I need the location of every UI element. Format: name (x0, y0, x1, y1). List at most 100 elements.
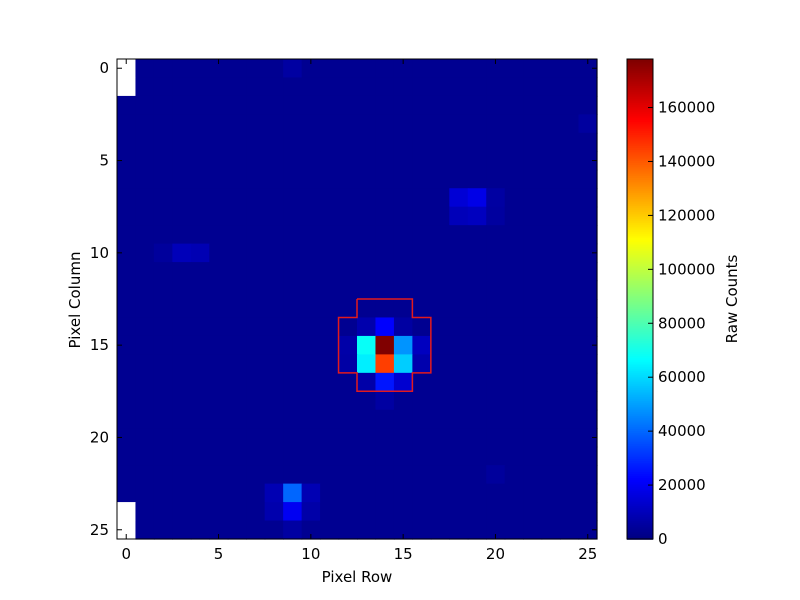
colorbar-segment (627, 111, 653, 115)
heatmap-cell (560, 502, 580, 522)
heatmap-cell (301, 77, 321, 97)
aperture-line (337, 298, 432, 393)
colorbar-segment (627, 201, 653, 205)
heatmap-cell (301, 225, 321, 245)
colorbar-segment (627, 494, 653, 497)
heatmap-cell (246, 502, 266, 522)
x-tick-label: 15 (394, 545, 413, 563)
colorbar-segment (627, 396, 653, 400)
colorbar-segment (627, 218, 653, 222)
heatmap-cell (578, 243, 598, 263)
heatmap-cell (523, 114, 543, 134)
colorbar-segment (627, 156, 653, 160)
heatmap-cell (338, 502, 358, 522)
heatmap-cell (393, 483, 413, 503)
colorbar-segment (627, 527, 653, 531)
heatmap-cell (541, 354, 561, 374)
colorbar-segment (627, 349, 653, 353)
heatmap-cell (172, 59, 192, 79)
heatmap-cell (541, 280, 561, 300)
heatmap-cell (264, 169, 284, 189)
colorbar-segment (627, 443, 653, 447)
heatmap-cell (172, 206, 192, 226)
colorbar-segment (627, 98, 653, 102)
heatmap-cell (486, 151, 506, 171)
heatmap-cell (227, 446, 247, 466)
heatmap-cell (301, 243, 321, 263)
colorbar-segment (627, 360, 653, 364)
heatmap-cell (578, 59, 598, 79)
heatmap-cell (393, 206, 413, 226)
heatmap-cell (246, 409, 266, 429)
colorbar-segment (627, 338, 653, 342)
colorbar-segment (627, 280, 653, 283)
heatmap-cell (153, 95, 173, 115)
heatmap-cell (541, 77, 561, 97)
heatmap-cell (578, 95, 598, 115)
colorbar-segment (627, 117, 653, 120)
heatmap-cell (357, 317, 377, 337)
heatmap-cell (264, 280, 284, 300)
heatmap-cell (190, 95, 210, 115)
heatmap-cell (264, 335, 284, 355)
heatmap-cell (338, 77, 358, 97)
heatmap-cell (449, 59, 469, 79)
heatmap-cell (357, 520, 377, 540)
heatmap-cell (190, 132, 210, 152)
heatmap-cell (486, 409, 506, 429)
heatmap-cell (578, 262, 598, 282)
heatmap-cell (560, 280, 580, 300)
heatmap-cell (264, 372, 284, 392)
colorbar-segment (627, 164, 653, 167)
heatmap-cell (486, 299, 506, 319)
heatmap-cell (375, 77, 395, 97)
colorbar-segment (627, 244, 653, 248)
colorbar-segment (627, 300, 653, 304)
heatmap-cell (283, 446, 303, 466)
colorbar-segment (627, 364, 653, 368)
heatmap-cell (117, 391, 137, 411)
colorbar-segment (627, 270, 653, 274)
heatmap-cell (283, 243, 303, 263)
colorbar-segment (627, 497, 653, 501)
heatmap-cell (541, 206, 561, 226)
heatmap-cell (338, 151, 358, 171)
colorbar-segment (627, 520, 653, 523)
heatmap-cell (523, 280, 543, 300)
heatmap-cell (172, 520, 192, 540)
heatmap-cell (578, 502, 598, 522)
heatmap-cell (320, 206, 340, 226)
heatmap-cell (467, 446, 487, 466)
colorbar-segment (627, 437, 653, 441)
heatmap-cell (283, 372, 303, 392)
heatmap-cell (504, 132, 524, 152)
heatmap-cell (264, 299, 284, 319)
heatmap-cell (449, 280, 469, 300)
colorbar-segment (627, 263, 653, 267)
heatmap-cell (320, 520, 340, 540)
heatmap-cell (209, 317, 229, 337)
colorbar-segment (627, 85, 653, 88)
heatmap-cell (541, 299, 561, 319)
heatmap-cell (486, 59, 506, 79)
heatmap-cell (320, 169, 340, 189)
colorbar-segment (627, 479, 653, 482)
heatmap-cell (467, 483, 487, 503)
colorbar-segment (627, 370, 653, 373)
heatmap-cell (283, 59, 303, 79)
heatmap-cell (393, 317, 413, 337)
heatmap-cell (412, 151, 432, 171)
heatmap-cell (578, 354, 598, 374)
colorbar-segment (627, 317, 653, 321)
colorbar-segment (627, 321, 653, 325)
heatmap-cell (541, 520, 561, 540)
heatmap-cell (135, 280, 155, 300)
colorbar-segment (627, 182, 653, 186)
colorbar-segment (627, 173, 653, 177)
heatmap-cell (375, 262, 395, 282)
heatmap-cell (523, 59, 543, 79)
heatmap-cell (393, 372, 413, 392)
heatmap-cell (541, 428, 561, 448)
heatmap-cell (449, 299, 469, 319)
colorbar-segment (627, 289, 653, 293)
